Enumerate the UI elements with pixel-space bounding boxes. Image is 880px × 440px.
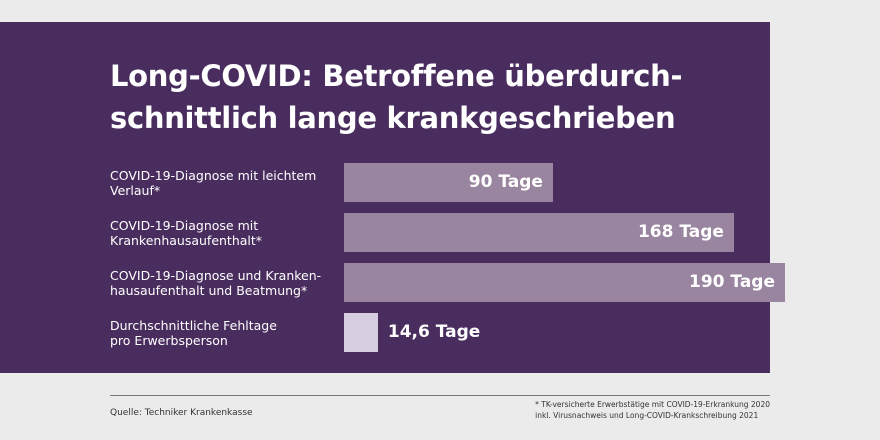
bar — [344, 263, 785, 302]
value-label: 190 Tage — [689, 272, 775, 292]
divider — [110, 395, 770, 396]
value-label: 90 Tage — [468, 172, 543, 192]
bar — [344, 313, 378, 352]
source-note: Quelle: Techniker Krankenkasse — [110, 408, 253, 418]
bar — [344, 163, 553, 202]
category-label: COVID-19-Diagnose mit leichtem Verlauf* — [110, 168, 317, 198]
bar — [344, 213, 734, 252]
category-label: COVID-19-Diagnose und Kranken- hausaufen… — [110, 268, 322, 298]
value-label: 168 Tage — [637, 222, 724, 242]
footnote: * TK-versicherte Erwerbstätige mit COVID… — [535, 400, 770, 420]
category-label: Durchschnittliche Fehltage pro Erwerbspe… — [110, 318, 277, 348]
value-label: 14,6 Tage — [387, 322, 481, 342]
chart-title: Long-COVID: Betroffene überdurch- schnit… — [110, 59, 683, 135]
category-label: COVID-19-Diagnose mit Krankenhausaufenth… — [110, 218, 263, 248]
